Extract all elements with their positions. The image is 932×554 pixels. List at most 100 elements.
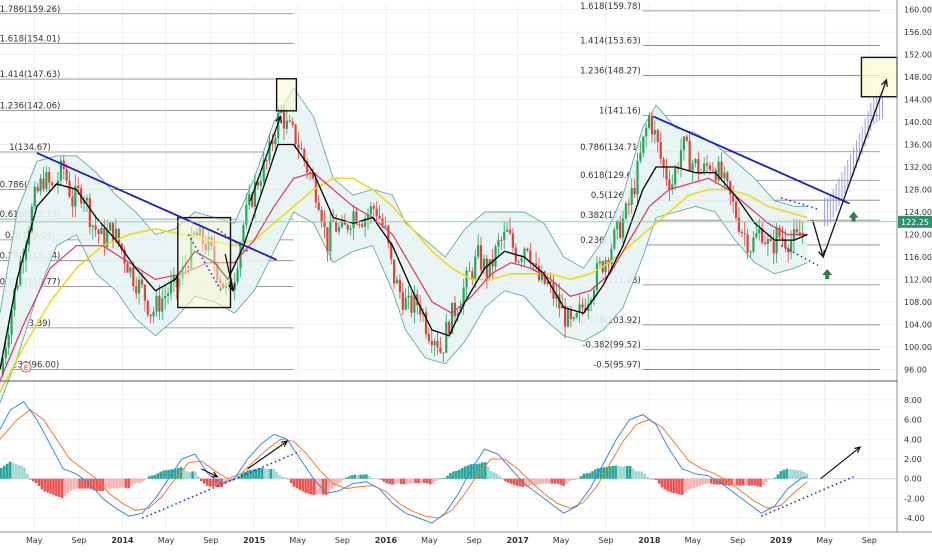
candle-body [152,311,155,317]
candle-body [320,209,323,222]
macd-histogram-bar [556,478,559,484]
macd-histogram-bar [368,476,371,479]
macd-histogram-bar [565,478,568,484]
macd-histogram-bar [353,474,357,479]
candle-body [407,295,410,298]
candle-body [717,161,720,181]
macd-histogram-bar [567,478,571,482]
price-tick-label: 156.00 [904,28,932,37]
candle-body [149,314,152,317]
candle-body [369,206,373,215]
candle-body [676,167,680,169]
candle-body [48,172,51,183]
macd-histogram-bar [730,478,733,486]
macd-arrow-up [247,440,288,470]
macd-histogram-bar [779,471,783,479]
macd-histogram-bar [344,477,348,479]
macd-histogram-bar [226,478,229,482]
price-tick-label: 160.00 [904,6,932,15]
candle-body [306,160,309,173]
macd-histogram-bar [263,468,267,479]
macd-tick-label: 6.00 [904,416,922,425]
candle-body [613,229,616,249]
candle-body [520,258,523,262]
macd-histogram-bar [759,478,762,487]
macd-histogram-bar [411,478,415,484]
macd-histogram-bar [512,478,516,485]
macd-histogram-bar [799,470,803,479]
arrow-up-target [822,79,888,258]
macd-histogram-bar [692,478,696,488]
ma-mid-line [0,171,808,381]
macd-histogram-bar [211,478,215,487]
macd-histogram-bar [55,478,58,496]
dotted-guide [187,234,222,292]
candle-body [494,246,497,267]
candle-body [39,178,42,192]
macd-histogram-bar [197,476,200,479]
candle-body [477,245,480,257]
price-tick-label: 96.00 [904,365,927,374]
candle-body [766,238,770,244]
macd-histogram-bar [791,469,794,479]
macd-histogram-bar [680,478,684,495]
macd-histogram-bar [709,478,713,484]
price-tick-label: 100.00 [904,343,932,352]
macd-histogram-bar [315,478,319,495]
macd-histogram-bar [402,478,406,485]
candle-body [442,352,445,354]
candle-body [430,340,433,346]
macd-histogram-bar [712,478,716,485]
macd-histogram-bar [463,466,467,479]
fib-level-label: 1.618(154.01) [0,34,60,44]
macd-histogram-bar [666,478,670,492]
candle-body [256,181,260,186]
candle-body [720,161,723,179]
macd-histogram-bar [562,478,565,487]
candle-body [27,231,31,246]
macd-histogram-bar [570,478,574,481]
macd-histogram-bar [385,478,389,484]
candle-body [71,196,74,207]
candle-body [288,120,291,122]
candle-body [624,203,628,219]
macd-histogram-bar [753,478,757,486]
candle-body [697,159,700,175]
candle-body [271,140,274,145]
candle-body [752,237,755,252]
macd-histogram-bar [165,470,168,479]
macd-histogram-bar [81,478,84,489]
macd-tick-label: 2.00 [904,455,922,464]
candle-body [595,263,599,290]
macd-histogram-bar [243,471,247,479]
macd-histogram-bar [130,478,134,487]
macd-histogram-bar [266,468,270,479]
macd-line [0,401,808,524]
price-tick-label: 112.00 [904,275,932,284]
fib-level-label: -0.382(99.52) [582,341,640,351]
candle-body [65,169,68,181]
macd-histogram-bar [101,478,105,492]
candle-body [705,163,709,166]
candle-body [529,250,532,264]
candle-body [395,279,399,284]
price-tick-label: 104.00 [904,320,932,329]
price-tick-label: 128.00 [904,186,932,195]
fib-level-label: -0.5(95.97) [593,361,641,371]
macd-histogram-bar [434,478,438,482]
macd-histogram-bar [269,468,273,479]
candle-body [7,334,10,348]
candle-body [436,341,439,348]
macd-histogram-bar [113,478,116,489]
candle-body [277,112,280,139]
macd-arrow-small-head [211,471,219,478]
candle-body [636,160,639,195]
macd-histogram-bar [20,465,23,479]
candle-body [734,201,738,218]
macd-histogram-bar [46,478,49,493]
macd-histogram-bar [382,478,386,482]
macd-histogram-bar [796,470,800,479]
time-tick-label: Sep [467,536,482,545]
